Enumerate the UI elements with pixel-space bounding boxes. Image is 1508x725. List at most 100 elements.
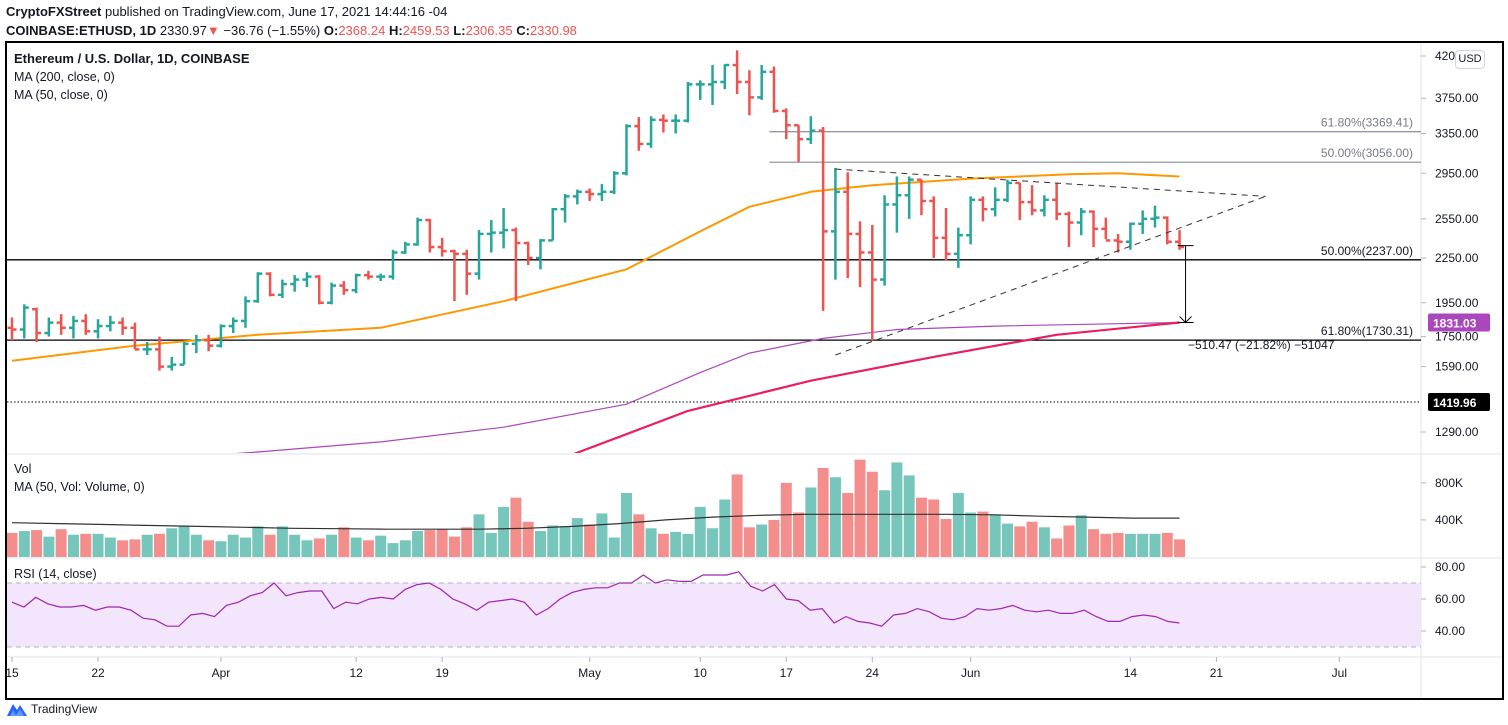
ohlc-bar[interactable] (290, 275, 300, 292)
volume-bar[interactable] (252, 526, 264, 557)
ohlc-bar[interactable] (191, 334, 201, 354)
ohlc-bar[interactable] (32, 307, 42, 343)
volume-bar[interactable] (1112, 532, 1124, 557)
ohlc-bar[interactable] (400, 241, 410, 254)
ohlc-bar[interactable] (462, 249, 472, 295)
ohlc-bar[interactable] (437, 237, 447, 257)
ohlc-bar[interactable] (1027, 185, 1037, 216)
volume-bar[interactable] (301, 540, 313, 557)
ohlc-bar[interactable] (855, 221, 865, 288)
publisher-name[interactable]: CryptoFXStreet (6, 4, 102, 19)
ohlc-bar[interactable] (880, 195, 890, 286)
volume-bar[interactable] (448, 536, 460, 557)
ohlc-bar[interactable] (56, 314, 66, 335)
volume-bar[interactable] (584, 524, 596, 557)
ohlc-bar[interactable] (916, 178, 926, 216)
triangle-upper-trendline[interactable] (835, 168, 1266, 197)
volume-bar[interactable] (1075, 515, 1087, 557)
ohlc-bar[interactable] (757, 65, 767, 100)
ohlc-bar[interactable] (105, 315, 115, 332)
volume-bar[interactable] (940, 518, 952, 557)
volume-bar[interactable] (645, 528, 657, 557)
volume-bar[interactable] (227, 534, 239, 557)
ohlc-bar[interactable] (241, 296, 251, 328)
volume-bar[interactable] (289, 534, 301, 557)
volume-bar[interactable] (350, 537, 362, 557)
ohlc-bar[interactable] (93, 319, 103, 339)
ohlc-bar[interactable] (646, 116, 656, 148)
volume-bar[interactable] (682, 533, 694, 557)
volume-bar[interactable] (879, 490, 891, 557)
volume-bar[interactable] (756, 524, 768, 557)
volume-bar[interactable] (129, 539, 141, 557)
volume-bar[interactable] (153, 533, 165, 557)
volume-bar[interactable] (498, 506, 510, 557)
ohlc-bar[interactable] (413, 217, 423, 246)
volume-bar[interactable] (43, 536, 55, 557)
volume-bar[interactable] (1001, 523, 1013, 557)
volume-bar[interactable] (485, 532, 497, 557)
ohlc-bar[interactable] (818, 127, 828, 311)
ohlc-bar[interactable] (830, 168, 840, 280)
ohlc-bar[interactable] (1002, 179, 1012, 203)
volume-bar[interactable] (534, 531, 546, 557)
volume-bar[interactable] (707, 528, 719, 557)
ohlc-bar[interactable] (7, 317, 17, 341)
ohlc-bar[interactable] (376, 273, 386, 282)
ohlc-bar[interactable] (978, 196, 988, 222)
ohlc-bar[interactable] (339, 281, 349, 295)
volume-bar[interactable] (338, 527, 350, 557)
volume-bar[interactable] (780, 482, 792, 557)
volume-bar[interactable] (276, 526, 288, 557)
volume-bar[interactable] (657, 533, 669, 557)
ohlc-bar[interactable] (142, 342, 152, 356)
volume-bar[interactable] (989, 514, 1001, 557)
volume-bar[interactable] (793, 512, 805, 557)
ohlc-bar[interactable] (597, 184, 607, 201)
ma50-line[interactable] (11, 172, 1180, 362)
ohlc-bar[interactable] (609, 171, 619, 195)
ohlc-bar[interactable] (1125, 222, 1135, 250)
volume-bar[interactable] (842, 493, 854, 557)
volume-bar[interactable] (313, 538, 325, 557)
volume-bar[interactable] (461, 527, 473, 557)
legend-ma200[interactable]: MA (200, close, 0) (14, 70, 115, 84)
ohlc-bar[interactable] (695, 80, 705, 100)
ohlc-bar[interactable] (204, 334, 214, 352)
ohlc-bar[interactable] (929, 196, 939, 258)
volume-bar[interactable] (436, 529, 448, 557)
volume-bar[interactable] (743, 527, 755, 557)
legend-vol-ma[interactable]: MA (50, Vol: Volume, 0) (14, 480, 145, 494)
ohlc-bar[interactable] (68, 315, 78, 339)
ohlc-bar[interactable] (548, 207, 558, 242)
ohlc-bar[interactable] (843, 172, 853, 279)
volume-bar[interactable] (473, 514, 485, 557)
volume-bar[interactable] (854, 459, 866, 557)
volume-bar[interactable] (80, 533, 92, 557)
rsi-line[interactable] (11, 571, 1180, 627)
ohlc-bar[interactable] (683, 81, 693, 123)
legend-ma50[interactable]: MA (50, close, 0) (14, 88, 108, 102)
ohlc-bar[interactable] (314, 275, 324, 305)
volume-bar[interactable] (1124, 533, 1136, 557)
volume-bar[interactable] (190, 534, 202, 557)
ohlc-bar[interactable] (523, 241, 533, 266)
legend-vol[interactable]: Vol (14, 462, 32, 476)
ohlc-bar[interactable] (535, 239, 545, 270)
ohlc-bar[interactable] (302, 272, 312, 288)
ohlc-bar[interactable] (167, 356, 177, 371)
volume-bar[interactable] (829, 477, 841, 557)
ohlc-bar[interactable] (118, 317, 128, 335)
volume-bar[interactable] (694, 506, 706, 557)
ohlc-bar[interactable] (327, 282, 337, 305)
ohlc-bar[interactable] (486, 220, 496, 253)
ohlc-bar[interactable] (253, 272, 263, 303)
volume-bar[interactable] (928, 499, 940, 557)
volume-bar[interactable] (1038, 527, 1050, 557)
volume-bar[interactable] (178, 526, 190, 557)
volume-bar[interactable] (375, 535, 387, 557)
ohlc-bar[interactable] (1015, 181, 1025, 221)
ohlc-bar[interactable] (966, 196, 976, 245)
ohlc-bar[interactable] (351, 273, 361, 294)
